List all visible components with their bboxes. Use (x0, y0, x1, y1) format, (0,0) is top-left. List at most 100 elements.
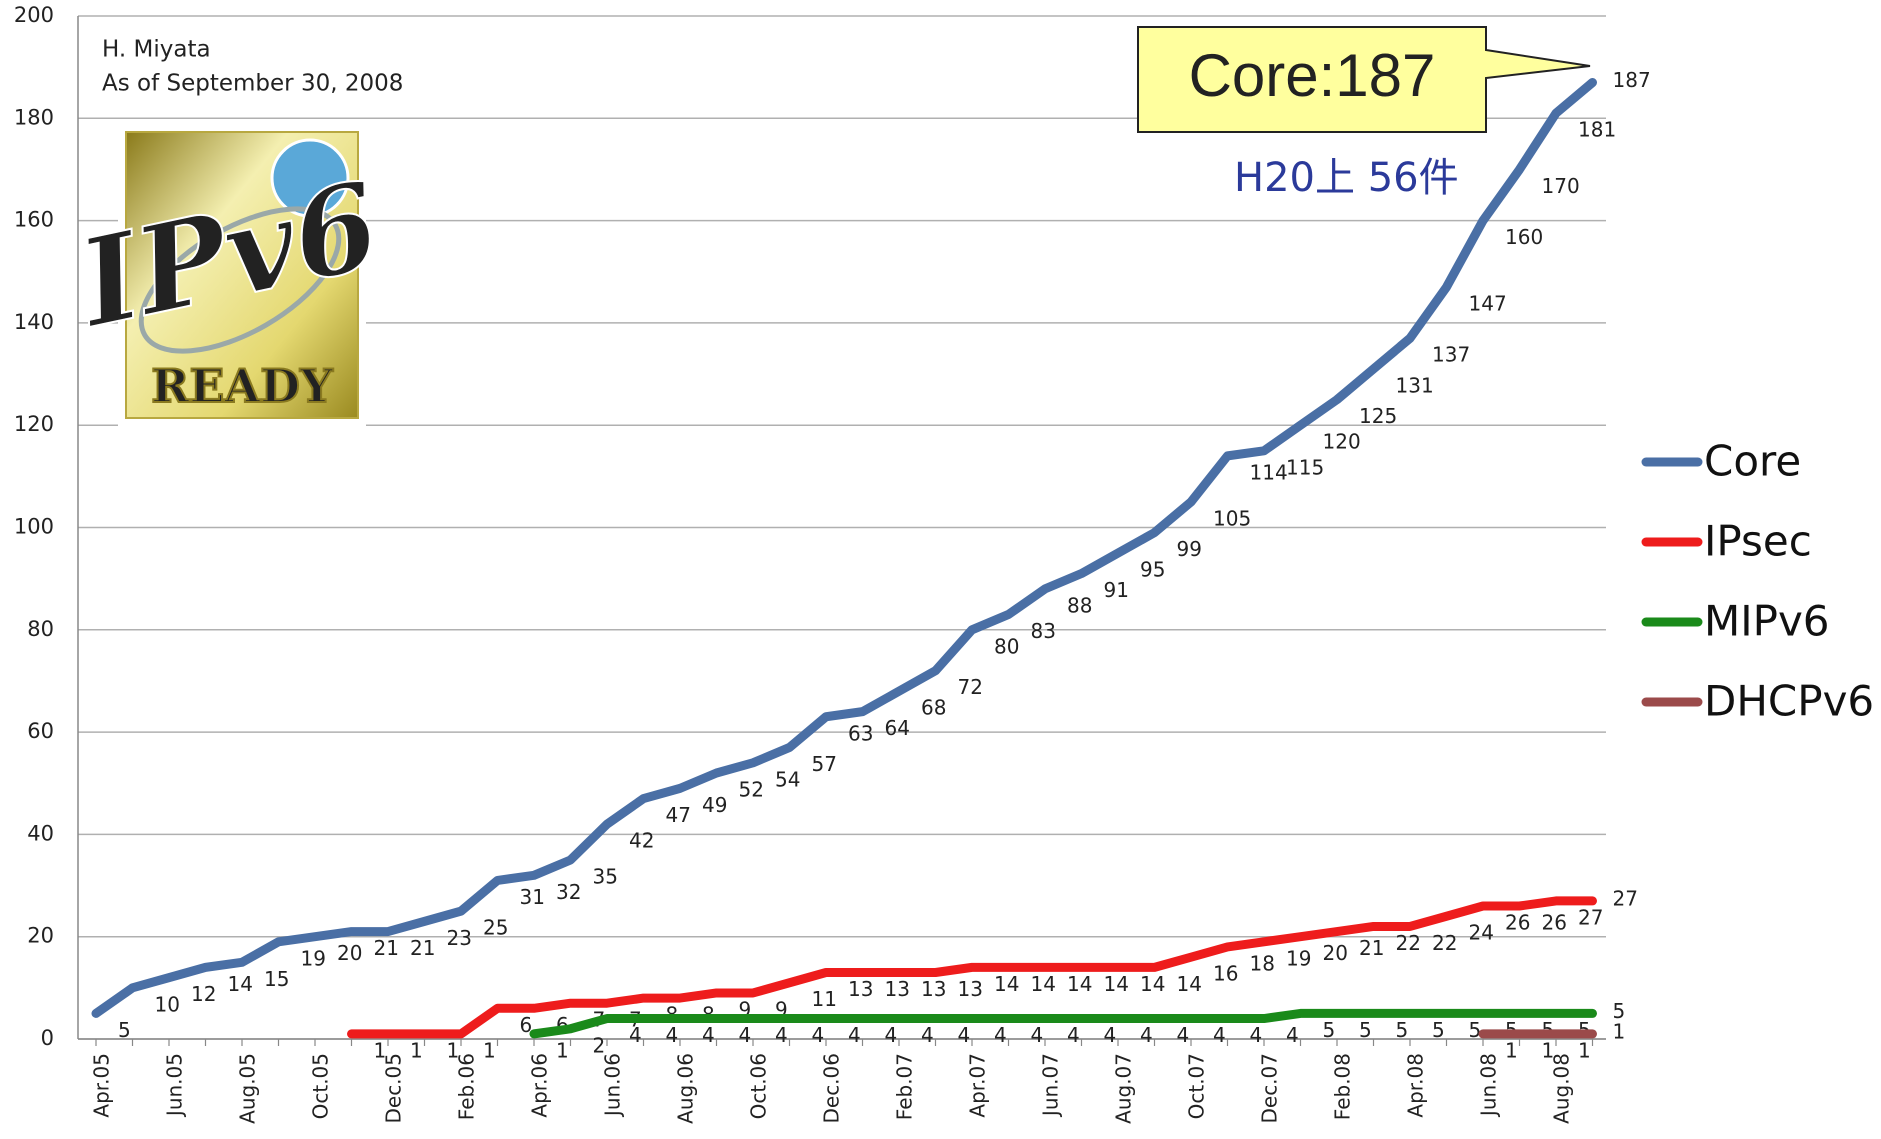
y-tick-label: 100 (14, 515, 54, 539)
data-label: 49 (702, 793, 727, 817)
data-label: 4 (1250, 1023, 1263, 1047)
data-label: 1 (1613, 1019, 1626, 1043)
data-label: 80 (994, 634, 1019, 658)
data-label: 4 (1104, 1023, 1117, 1047)
data-label: 4 (885, 1023, 898, 1047)
data-label: 4 (921, 1023, 934, 1047)
data-label: 14 (1104, 972, 1129, 996)
data-label: 4 (1286, 1023, 1299, 1047)
series-line (529, 1008, 1597, 1039)
data-label: 22 (1396, 931, 1421, 955)
data-label: 13 (921, 977, 946, 1001)
data-label: 5 (118, 1018, 131, 1042)
data-label: 18 (1250, 951, 1275, 975)
x-tick-label: Jun.06 (601, 1053, 625, 1118)
data-label: 13 (958, 977, 983, 1001)
data-label: 99 (1177, 537, 1202, 561)
x-tick-label: Feb.06 (455, 1053, 479, 1120)
y-tick-label: 140 (14, 310, 54, 334)
data-label: 147 (1469, 292, 1507, 316)
y-tick-label: 80 (27, 617, 54, 641)
x-tick-label: Apr.06 (528, 1053, 552, 1118)
data-label: 5 (1396, 1018, 1409, 1042)
data-label: 11 (812, 987, 837, 1011)
data-label: 5 (1432, 1018, 1445, 1042)
y-tick-label: 200 (14, 3, 54, 27)
data-label: 23 (447, 926, 472, 950)
legend-label: IPsec (1704, 517, 1812, 566)
x-tick-label: Aug.07 (1112, 1053, 1136, 1124)
data-label: 4 (702, 1023, 715, 1047)
y-tick-label: 20 (27, 924, 54, 948)
data-label: 72 (958, 675, 983, 699)
data-label: 14 (1177, 972, 1202, 996)
data-label: 5 (1613, 999, 1626, 1023)
y-tick-label: 60 (27, 719, 54, 743)
data-label: 20 (337, 941, 362, 965)
callout-box (1137, 26, 1591, 133)
legend-label: MIPv6 (1704, 597, 1830, 646)
data-label: 63 (848, 721, 873, 745)
data-label: 1 (1505, 1038, 1518, 1062)
data-label: 4 (994, 1023, 1007, 1047)
data-label: 26 (1505, 911, 1530, 935)
data-label: 4 (1067, 1023, 1080, 1047)
data-label: 14 (994, 972, 1019, 996)
series-line (347, 896, 1597, 1039)
legend-label: Core (1704, 437, 1801, 486)
data-label: 2 (593, 1033, 606, 1057)
x-tick-label: Oct.05 (309, 1053, 333, 1119)
logo-swoosh (138, 206, 342, 354)
data-label: 27 (1613, 886, 1638, 910)
data-label: 1 (556, 1038, 569, 1062)
data-label: 1 (483, 1038, 496, 1062)
y-tick-label: 40 (27, 821, 54, 845)
data-label: 4 (1031, 1023, 1044, 1047)
data-label: 32 (556, 880, 581, 904)
y-tick-label: 180 (14, 105, 54, 129)
data-label: 1 (1578, 1038, 1591, 1062)
x-tick-label: Dec.06 (820, 1053, 844, 1124)
data-label: 88 (1067, 593, 1092, 617)
data-label: 4 (812, 1023, 825, 1047)
date-note: As of September 30, 2008 (102, 71, 403, 97)
data-label: 4 (629, 1023, 642, 1047)
data-label: 57 (812, 752, 837, 776)
data-label: 6 (520, 1013, 533, 1037)
data-label: 1 (447, 1038, 460, 1062)
data-label: 105 (1213, 506, 1251, 530)
data-label: 14 (228, 972, 253, 996)
y-tick-label: 0 (41, 1026, 54, 1050)
author: H. Miyata (102, 37, 211, 63)
x-tick-label: Feb.08 (1331, 1053, 1355, 1120)
data-label: 22 (1432, 931, 1457, 955)
data-label: 4 (958, 1023, 971, 1047)
x-tick-label: Feb.07 (893, 1053, 917, 1120)
x-tick-label: Jun.05 (163, 1053, 187, 1118)
callout-text: Core:187 (1189, 42, 1436, 109)
data-label: 1 (374, 1038, 387, 1062)
data-label: 4 (1140, 1023, 1153, 1047)
data-label: 64 (885, 716, 910, 740)
data-label: 35 (593, 864, 618, 888)
y-tick-label: 120 (14, 412, 54, 436)
x-tick-label: Jun.08 (1477, 1053, 1501, 1118)
data-label: 120 (1323, 430, 1361, 454)
data-label: 160 (1505, 225, 1543, 249)
data-label: 20 (1323, 941, 1348, 965)
data-label: 31 (520, 885, 545, 909)
data-label: 91 (1104, 578, 1129, 602)
data-label: 14 (1140, 972, 1165, 996)
data-label: 21 (1359, 936, 1384, 960)
x-tick-label: Apr.08 (1404, 1053, 1428, 1118)
data-label: 19 (301, 946, 326, 970)
logo-globe (270, 138, 350, 218)
x-tick-label: Aug.05 (236, 1053, 260, 1124)
data-label: 47 (666, 803, 691, 827)
data-label: 115 (1286, 455, 1324, 479)
data-label: 26 (1542, 911, 1567, 935)
data-label: 14 (1031, 972, 1056, 996)
x-tick-label: Oct.07 (1185, 1053, 1209, 1119)
data-label: 13 (885, 977, 910, 1001)
